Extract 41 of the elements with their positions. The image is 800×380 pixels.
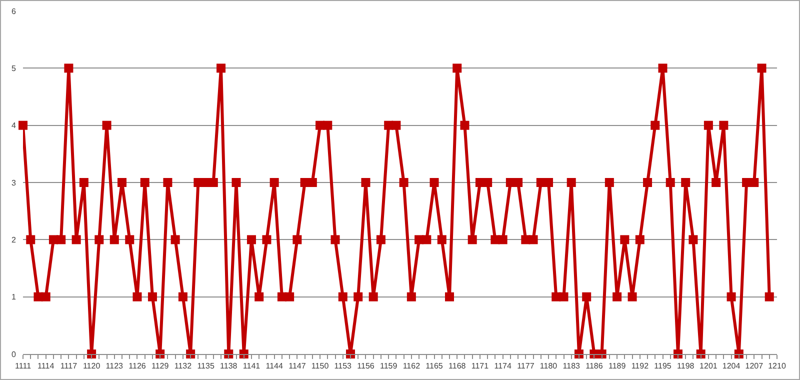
x-tick-label: 1207 — [745, 362, 764, 371]
x-tick-label: 1123 — [106, 362, 124, 371]
x-tick-label: 1129 — [151, 362, 170, 371]
x-tick-label: 1186 — [586, 362, 604, 371]
y-tick-label: 2 — [12, 235, 17, 244]
x-tick-label: 1177 — [517, 362, 535, 371]
x-tick-label: 1153 — [334, 362, 352, 371]
x-tick-label: 1111 — [14, 362, 32, 371]
x-tick-label: 1150 — [311, 362, 330, 371]
x-tick-label: 1114 — [38, 362, 55, 371]
x-tick-label: 1192 — [631, 362, 650, 371]
x-tick-label: 1195 — [654, 362, 672, 371]
y-tick-label: 3 — [12, 178, 17, 188]
y-tick-label: 4 — [12, 121, 17, 130]
x-tick-label: 1144 — [266, 362, 284, 371]
x-tick-label: 1126 — [128, 362, 146, 371]
y-tick-label: 6 — [12, 6, 17, 16]
x-tick-label: 1147 — [288, 362, 306, 371]
y-tick-label: 1 — [12, 292, 17, 302]
x-tick-label: 1156 — [357, 362, 375, 371]
x-tick-label: 1132 — [174, 362, 192, 371]
x-tick-label: 1135 — [197, 362, 215, 371]
x-tick-label: 1141 — [242, 362, 261, 371]
x-tick-label: 1180 — [540, 362, 558, 371]
x-tick-label: 1138 — [220, 362, 238, 371]
x-tick-label: 1117 — [60, 362, 78, 371]
x-tick-label: 1120 — [82, 362, 101, 371]
x-tick-label: 1198 — [677, 362, 695, 371]
x-tick-label: 1210 — [768, 362, 786, 371]
y-tick-label: 0 — [12, 350, 17, 359]
x-tick-label: 1171 — [471, 362, 490, 371]
x-tick-label: 1201 — [700, 362, 718, 371]
x-tick-label: 1159 — [380, 362, 398, 371]
x-tick-label: 1183 — [562, 362, 581, 371]
x-tick-label: 1204 — [722, 362, 741, 371]
x-tick-label: 1168 — [448, 362, 466, 371]
x-tick-label: 1189 — [608, 362, 626, 371]
x-tick-label: 1162 — [402, 362, 421, 371]
x-tick-label: 1174 — [494, 362, 512, 371]
y-tick-label: 5 — [12, 64, 17, 73]
x-tick-label: 1165 — [426, 362, 444, 371]
